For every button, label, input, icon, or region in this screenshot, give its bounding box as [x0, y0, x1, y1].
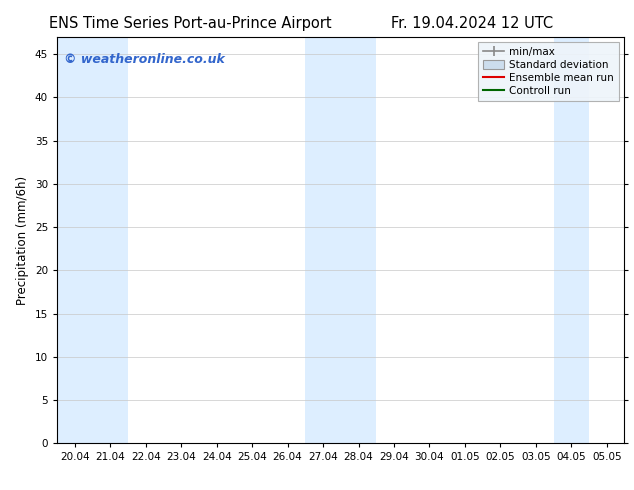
- Legend: min/max, Standard deviation, Ensemble mean run, Controll run: min/max, Standard deviation, Ensemble me…: [478, 42, 619, 101]
- Y-axis label: Precipitation (mm/6h): Precipitation (mm/6h): [16, 175, 29, 305]
- Bar: [341, 37, 376, 443]
- Bar: [306, 37, 341, 443]
- Text: © weatheronline.co.uk: © weatheronline.co.uk: [64, 53, 224, 66]
- Text: Fr. 19.04.2024 12 UTC: Fr. 19.04.2024 12 UTC: [391, 16, 553, 31]
- Bar: [93, 37, 128, 443]
- Bar: [553, 37, 589, 443]
- Text: ENS Time Series Port-au-Prince Airport: ENS Time Series Port-au-Prince Airport: [49, 16, 332, 31]
- Bar: [57, 37, 93, 443]
